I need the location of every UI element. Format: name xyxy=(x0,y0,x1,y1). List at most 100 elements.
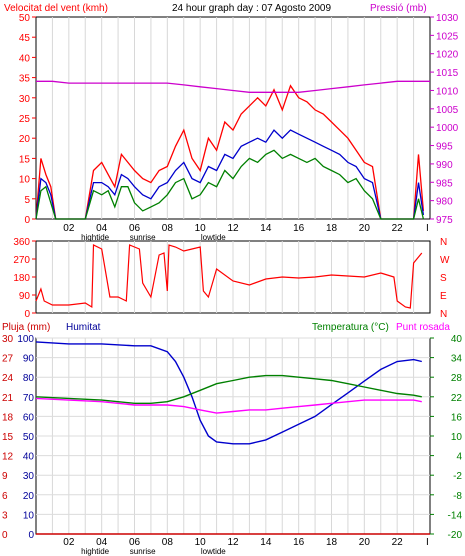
wind-tick-label: 35 xyxy=(19,74,31,85)
compass-label: N xyxy=(440,237,447,248)
humidity-tick-label: 10 xyxy=(23,510,35,521)
pressure-tick-label: 975 xyxy=(436,215,453,226)
wind-tick-label: 10 xyxy=(19,175,31,186)
wind-tick-label: 50 xyxy=(19,13,31,24)
x-tick-label: 02 xyxy=(63,537,75,548)
direction-tick-label: 0 xyxy=(24,309,30,320)
rain-tick-label: 21 xyxy=(2,393,14,404)
x-tick-label: 16 xyxy=(293,537,305,548)
rain-tick-label: 30 xyxy=(2,334,14,345)
rain-tick-label: 27 xyxy=(2,354,14,365)
compass-label: W xyxy=(440,255,450,266)
compass-label: S xyxy=(440,273,447,284)
wind-tick-label: 20 xyxy=(19,134,31,145)
temp-tick-label: 16 xyxy=(451,412,463,423)
pressure-tick-label: 1010 xyxy=(436,86,459,97)
humidity-tick-label: 100 xyxy=(17,334,34,345)
temp-humidity-grid xyxy=(36,337,430,535)
x-end-tick: I xyxy=(426,223,429,234)
x-tick-label: 20 xyxy=(359,223,371,234)
humidity-tick-label: 80 xyxy=(23,373,35,384)
event-marker-hightide: hightide xyxy=(81,233,110,242)
compass-label: N xyxy=(440,309,447,320)
temp-tick-label: -2 xyxy=(453,471,462,482)
x-tick-label: 12 xyxy=(227,223,239,234)
x-tick-label: 18 xyxy=(326,223,338,234)
event-marker-hightide: hightide xyxy=(81,547,110,556)
series-line-2 xyxy=(35,149,425,220)
humidity-tick-label: 70 xyxy=(23,393,35,404)
event-marker-lowtide: lowtide xyxy=(201,547,226,556)
series-line-temperatura-c- xyxy=(35,374,422,404)
graph-title: 24 hour graph day : 07 Agosto 2009 xyxy=(172,3,331,14)
temp-tick-label: 10 xyxy=(451,432,463,443)
humidity-y-ticks: 0 10 20 30 40 50 60 70 80 90 100 xyxy=(17,334,34,541)
top-x-ticks: 02 04 06 08 10 12 14 16 18 20 22 hightide sunrise low… xyxy=(63,223,429,242)
wind-tick-label: 15 xyxy=(19,154,31,165)
wind-speed-y-ticks: 0 5 10 15 20 25 30 35 40 45 50 xyxy=(19,13,36,226)
x-tick-label: 04 xyxy=(96,537,108,548)
x-tick-label: 14 xyxy=(260,223,272,234)
temp-tick-label: -8 xyxy=(453,491,462,502)
wind-speed-label: Velocitat del vent (kmh) xyxy=(4,3,108,14)
direction-line-0 xyxy=(35,244,423,309)
temp-tick-label: -20 xyxy=(448,530,463,541)
pressure-tick-label: 1015 xyxy=(436,68,459,79)
compass-label: E xyxy=(440,291,447,302)
x-tick-label: 04 xyxy=(96,223,108,234)
temp-tick-label: 28 xyxy=(451,373,463,384)
rain-tick-label: 0 xyxy=(2,530,8,541)
pressure-tick-label: 1000 xyxy=(436,123,459,134)
rain-y-ticks: 0 3 6 9 12 15 18 21 24 27 30 xyxy=(2,334,14,541)
humidity-tick-label: 20 xyxy=(23,491,35,502)
humidity-label: Humitat xyxy=(66,322,101,333)
humidity-tick-label: 90 xyxy=(23,354,35,365)
pressure-y-ticks: 975 980 985 990 995 1000 1005 1010 1015 1020 1025 1… xyxy=(430,13,459,226)
x-tick-label: 14 xyxy=(260,537,272,548)
x-tick-label: 22 xyxy=(392,223,404,234)
event-marker-sunrise: sunrise xyxy=(130,547,156,556)
x-tick-label: 22 xyxy=(392,537,404,548)
direction-tick-label: 360 xyxy=(13,237,30,248)
series-line-punt-rosada xyxy=(35,397,422,414)
wind-tick-label: 25 xyxy=(19,114,31,125)
wind-tick-label: 0 xyxy=(24,215,30,226)
humidity-tick-label: 0 xyxy=(28,530,34,541)
series-line-3 xyxy=(36,80,430,93)
wind-direction-lines xyxy=(35,244,423,309)
temp-tick-label: 4 xyxy=(456,452,462,463)
series-line-0 xyxy=(35,84,425,220)
series-line-1 xyxy=(35,129,425,220)
pressure-tick-label: 995 xyxy=(436,142,453,153)
rain-tick-label: 15 xyxy=(2,432,14,443)
x-tick-label: 12 xyxy=(227,537,239,548)
pressure-tick-label: 1025 xyxy=(436,31,459,42)
x-tick-label: 16 xyxy=(293,223,305,234)
wind-tick-label: 30 xyxy=(19,94,31,105)
x-tick-label: 06 xyxy=(129,223,141,234)
wind-direction-y-ticks: 0 90 180 270 360 xyxy=(13,237,36,320)
rain-tick-label: 6 xyxy=(2,491,8,502)
pressure-label: Pressió (mb) xyxy=(370,3,427,14)
rain-tick-label: 3 xyxy=(2,510,8,521)
x-tick-label: 20 xyxy=(359,537,371,548)
pressure-tick-label: 1005 xyxy=(436,105,459,116)
direction-tick-label: 90 xyxy=(19,291,31,302)
humidity-tick-label: 30 xyxy=(23,471,35,482)
bottom-x-ticks: 02 04 06 08 10 12 14 16 18 20 22 hightide sunrise low… xyxy=(63,537,429,556)
temp-humidity-lines xyxy=(35,341,430,535)
wind-tick-label: 5 xyxy=(24,195,30,206)
rain-label: Pluja (mm) xyxy=(2,322,50,333)
temperature-label: Temperatura (°C) xyxy=(312,322,389,333)
x-tick-label: 10 xyxy=(195,537,207,548)
x-tick-label: 06 xyxy=(129,537,141,548)
temp-tick-label: -14 xyxy=(448,510,463,521)
wind-tick-label: 40 xyxy=(19,53,31,64)
wind-pressure-grid xyxy=(51,17,415,219)
rain-tick-label: 18 xyxy=(2,412,14,423)
temp-tick-label: 22 xyxy=(451,393,463,404)
pressure-tick-label: 1020 xyxy=(436,50,459,61)
